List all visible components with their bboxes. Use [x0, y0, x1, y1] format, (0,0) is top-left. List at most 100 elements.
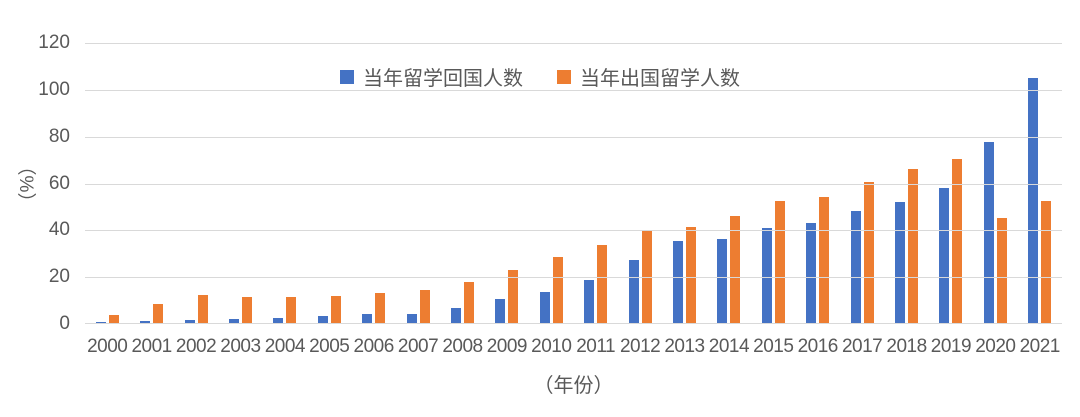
bar-group-2009	[485, 43, 529, 324]
bar-series1-2003	[241, 296, 252, 324]
x-tick-label-2018: 2018	[886, 336, 927, 357]
bar-group-2008	[440, 43, 484, 324]
x-tick-label-2015: 2015	[753, 336, 794, 357]
bar-series0-2016	[806, 222, 817, 324]
x-tick-label-2014: 2014	[708, 336, 750, 357]
bar-series1-2011	[597, 244, 608, 324]
bar-series1-2008	[463, 281, 474, 324]
y-tick-label-20: 20	[48, 266, 70, 287]
bar-series0-2005	[317, 315, 328, 324]
bar-group-2014	[707, 43, 751, 324]
x-tick-label-2009: 2009	[486, 336, 528, 357]
plot-area	[85, 43, 1062, 324]
x-tick-label-2008: 2008	[442, 336, 483, 357]
bar-group-2019	[929, 43, 973, 324]
bar-series0-2012	[628, 260, 639, 324]
x-tick-label-2004: 2004	[264, 336, 306, 357]
bar-series0-2019	[939, 188, 950, 324]
bar-series0-2000	[95, 321, 106, 324]
bar-series1-2009	[508, 270, 519, 324]
y-tick-label-0: 0	[59, 313, 70, 334]
legend-label-abroad: 当年出国留学人数	[580, 68, 740, 90]
bar-group-2017	[840, 43, 884, 324]
bar-series0-2017	[850, 211, 861, 324]
bar-series1-2007	[419, 290, 430, 324]
bar-group-2006	[351, 43, 395, 324]
bar-series1-2014	[730, 216, 741, 324]
bar-series1-2002	[197, 294, 208, 324]
y-tick-label-80: 80	[48, 126, 70, 147]
legend-item-returnees: 当年留学回国人数	[340, 62, 523, 91]
bar-series0-2004	[273, 318, 284, 324]
y-tick-label-60: 60	[48, 173, 70, 194]
bar-series1-2006	[375, 292, 386, 324]
x-tick-label-2013: 2013	[664, 336, 705, 357]
bar-series1-2010	[552, 257, 563, 324]
x-tick-label-2005: 2005	[309, 336, 350, 357]
bar-group-2007	[396, 43, 440, 324]
bar-group-2002	[174, 43, 218, 324]
bar-group-2013	[662, 43, 706, 324]
bar-series0-2003	[228, 319, 239, 324]
bar-series1-2017	[863, 181, 874, 324]
bar-series1-2000	[108, 314, 119, 324]
y-tick-label-40: 40	[48, 219, 70, 240]
bar-groups	[85, 43, 1062, 324]
bar-series0-2010	[539, 292, 550, 324]
gridline-100	[85, 90, 1062, 91]
bar-series1-2016	[819, 196, 830, 324]
legend: 当年留学回国人数 当年出国留学人数	[0, 62, 1080, 91]
bar-group-2004	[263, 43, 307, 324]
x-tick-label-2012: 2012	[619, 336, 661, 357]
bar-group-2021	[1018, 43, 1062, 324]
x-tick-label-2003: 2003	[220, 336, 261, 357]
bar-group-2018	[884, 43, 928, 324]
gridline-60	[85, 184, 1062, 185]
bar-series0-2007	[406, 313, 417, 324]
bar-group-2011	[573, 43, 617, 324]
gridline-0	[85, 323, 1062, 324]
x-tick-label-2017: 2017	[841, 336, 883, 357]
bar-series0-2020	[983, 142, 994, 324]
bar-series0-2008	[450, 307, 461, 324]
legend-item-abroad: 当年出国留学人数	[557, 62, 740, 91]
bar-series0-2015	[761, 228, 772, 324]
bar-series1-2001	[153, 304, 164, 324]
gridline-80	[85, 137, 1062, 138]
bar-series0-2021	[1028, 78, 1039, 324]
bar-series0-2002	[184, 319, 195, 324]
gridline-20	[85, 277, 1062, 278]
x-tick-label-2006: 2006	[353, 336, 395, 357]
bar-group-2000	[85, 43, 129, 324]
bar-series0-2018	[895, 202, 906, 324]
y-tick-label-100: 100	[38, 79, 70, 100]
bar-series0-2006	[362, 314, 373, 324]
x-tick-label-2021: 2021	[1019, 336, 1061, 357]
x-tick-label-2000: 2000	[87, 336, 128, 357]
bar-series0-2013	[672, 241, 683, 324]
gridline-40	[85, 230, 1062, 231]
bar-series1-2019	[952, 159, 963, 324]
bar-series1-2015	[774, 201, 785, 324]
x-tick-label-2019: 2019	[930, 336, 972, 357]
bar-series0-2011	[584, 280, 595, 324]
x-axis-tick-labels: 2000 2001 2002 2003 2004 2005 2006 2007 2008 2009…	[85, 336, 1062, 358]
bar-series0-2014	[717, 238, 728, 324]
bar-group-2015	[751, 43, 795, 324]
bar-series1-2018	[908, 169, 919, 324]
bar-series0-2001	[140, 321, 151, 324]
x-tick-label-2020: 2020	[975, 336, 1016, 357]
bar-group-2016	[796, 43, 840, 324]
bar-series1-2013	[685, 227, 696, 324]
bar-group-2003	[218, 43, 262, 324]
legend-swatch-blue-icon	[340, 69, 354, 84]
y-axis-tick-labels: 0 20 40 60 80 100 120	[28, 33, 70, 334]
x-axis-title: （年份）	[533, 375, 614, 397]
x-tick-label-2010: 2010	[531, 336, 572, 357]
x-tick-label-2011: 2011	[576, 336, 616, 357]
bar-series1-2005	[330, 296, 341, 324]
bar-group-2001	[129, 43, 173, 324]
bar-group-2020	[973, 43, 1017, 324]
y-tick-label-120: 120	[38, 32, 70, 53]
